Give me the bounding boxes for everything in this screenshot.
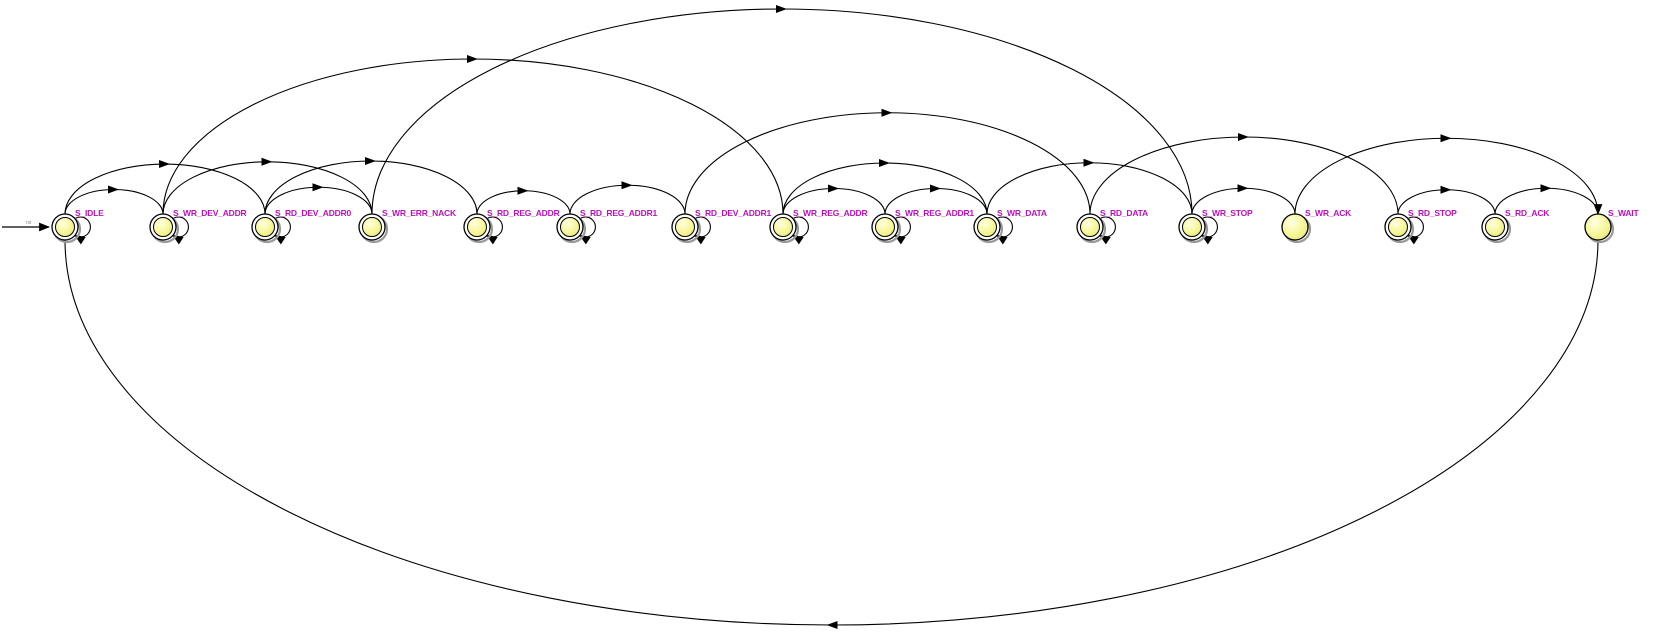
transition-s_wr_err_nack-to-s_wr_stop	[371, 8, 1193, 215]
state-inner-ring[interactable]	[153, 217, 173, 237]
transition-s_rd_data-to-s_rd_stop-arrowhead	[1238, 133, 1249, 141]
transition-s_rd_ack-to-s_wait-arrowhead	[1540, 184, 1552, 193]
self-loop-s_wr_stop	[1201, 216, 1218, 245]
transition-s_rd_reg_addr1-to-s_rd_dev_addr1-arrowhead	[621, 181, 633, 190]
self-loop-s_wr_dev_addr	[172, 216, 189, 245]
state-node-s_wr_err_nack[interactable]: S_WR_ERR_NACK	[358, 208, 457, 244]
self-loop-s_rd_stop	[1407, 216, 1424, 245]
transition-s_wr_reg_addr1-to-s_wr_data-arrowhead	[930, 184, 941, 193]
state-label: S_WR_REG_ADDR	[793, 208, 867, 218]
state-label: S_RD_ACK	[1505, 208, 1550, 218]
state-node-s_wr_reg_addr[interactable]: S_WR_REG_ADDR	[769, 208, 868, 245]
state-node-s_wr_stop[interactable]: S_WR_STOP	[1178, 208, 1253, 245]
initial-transition-label: rst	[26, 220, 32, 226]
state-circle[interactable]	[1281, 213, 1309, 241]
state-inner-ring[interactable]	[255, 217, 275, 237]
state-node-s_wr_data[interactable]: S_WR_DATA	[973, 208, 1047, 245]
state-inner-ring[interactable]	[1388, 217, 1408, 237]
self-loop-s_rd_dev_addr0	[274, 216, 291, 245]
transition-s_idle-to-s_rd_dev_addr0-arrowhead	[159, 160, 170, 168]
transition-s_wr_dev_addr-to-s_wr_reg_addr-arrowhead	[467, 55, 478, 63]
transition-s_wr_err_nack-to-s_wr_stop-arrowhead	[776, 5, 787, 13]
state-label: S_RD_DATA	[1100, 208, 1148, 218]
self-loop-s_idle	[74, 216, 91, 245]
transition-s_rd_data-to-s_rd_stop	[1089, 136, 1399, 215]
state-node-s_rd_dev_addr1[interactable]: S_RD_DEV_ADDR1	[671, 208, 772, 245]
state-node-s_rd_stop[interactable]: S_RD_STOP	[1384, 208, 1457, 245]
transition-s_wr_data-to-s_wr_stop-arrowhead	[1083, 158, 1095, 167]
self-loop-s_wr_data	[996, 216, 1013, 245]
state-label: S_WR_DATA	[997, 208, 1047, 218]
transition-s_rd_reg_addr-to-s_rd_reg_addr1-arrowhead	[517, 186, 529, 195]
state-node-s_rd_dev_addr0[interactable]: S_RD_DEV_ADDR0	[251, 208, 352, 245]
transition-s_idle-to-s_wr_dev_addr-arrowhead	[108, 185, 119, 194]
state-inner-ring[interactable]	[1080, 217, 1100, 237]
state-label: S_WR_DEV_ADDR	[173, 208, 247, 218]
transition-s_wr_dev_addr-to-s_wr_err_nack-arrowhead	[261, 157, 273, 166]
initial-transition-arrow: rst	[2, 220, 51, 232]
state-inner-ring[interactable]	[55, 217, 75, 237]
state-inner-ring[interactable]	[773, 217, 793, 237]
state-node-s_rd_reg_addr1[interactable]: S_RD_REG_ADDR1	[556, 208, 658, 245]
state-label: S_RD_DEV_ADDR1	[695, 208, 772, 218]
state-node-s_rd_ack[interactable]: S_RD_ACK	[1481, 208, 1550, 244]
transition-s_wr_reg_addr-to-s_wr_reg_addr1-arrowhead	[828, 184, 839, 193]
transition-s_wait-to-s_idle-arrowhead	[826, 621, 838, 629]
state-node-s_idle[interactable]: S_IDLE	[51, 208, 104, 245]
state-label: S_RD_STOP	[1408, 208, 1457, 218]
state-circle[interactable]	[1584, 213, 1612, 241]
transition-s_idle-to-s_rd_dev_addr0	[64, 163, 266, 215]
state-label: S_WR_ACK	[1305, 208, 1352, 218]
self-loop-s_wr_reg_addr1	[894, 216, 911, 245]
self-loop-s_rd_reg_addr1	[579, 216, 596, 245]
self-loop-s_rd_dev_addr1	[694, 216, 711, 245]
state-node-s_rd_reg_addr[interactable]: S_RD_REG_ADDR	[463, 208, 560, 245]
state-label: S_RD_REG_ADDR	[487, 208, 560, 218]
transition-s_wait-to-s_idle	[64, 239, 1599, 626]
state-inner-ring[interactable]	[1485, 217, 1505, 237]
state-inner-ring[interactable]	[977, 217, 997, 237]
transition-s_wr_stop-to-s_wr_ack-arrowhead	[1237, 184, 1249, 193]
state-inner-ring[interactable]	[560, 217, 580, 237]
state-label: S_RD_REG_ADDR1	[580, 208, 658, 218]
state-node-s_wr_dev_addr[interactable]: S_WR_DEV_ADDR	[149, 208, 247, 245]
state-node-s_wr_ack[interactable]: S_WR_ACK	[1281, 208, 1352, 244]
state-label: S_IDLE	[75, 208, 104, 218]
state-inner-ring[interactable]	[467, 217, 487, 237]
state-label: S_WR_STOP	[1202, 208, 1253, 218]
self-loop-s_wr_reg_addr	[792, 216, 809, 245]
transition-s_rd_dev_addr0-to-s_rd_reg_addr-arrowhead	[365, 157, 376, 165]
self-loop-s_rd_reg_addr	[486, 216, 503, 245]
transition-s_rd_dev_addr0-to-s_wr_err_nack-arrowhead	[312, 183, 324, 192]
self-loop-s_rd_data	[1099, 216, 1116, 245]
state-node-s_rd_data[interactable]: S_RD_DATA	[1076, 208, 1148, 245]
transition-s_rd_stop-to-s_rd_ack-arrowhead	[1440, 185, 1452, 194]
state-node-s_wait[interactable]: S_WAIT	[1584, 208, 1640, 244]
state-label: S_RD_DEV_ADDR0	[275, 208, 352, 218]
state-label: S_WAIT	[1608, 208, 1639, 218]
transition-s_wr_ack-to-s_wait	[1294, 137, 1603, 216]
state-inner-ring[interactable]	[875, 217, 895, 237]
state-label: S_WR_ERR_NACK	[382, 208, 457, 218]
transition-s_wr_reg_addr-to-s_wr_data-arrowhead	[879, 159, 890, 167]
transition-s_rd_dev_addr1-to-s_rd_data-arrowhead	[881, 108, 893, 117]
state-inner-ring[interactable]	[1182, 217, 1202, 237]
transition-s_wr_reg_addr-to-s_wr_data	[782, 162, 988, 215]
state-label: S_WR_REG_ADDR1	[895, 208, 974, 218]
state-inner-ring[interactable]	[362, 217, 382, 237]
transition-s_wr_ack-to-s_wait-arrowhead	[1440, 134, 1452, 143]
state-inner-ring[interactable]	[675, 217, 695, 237]
state-node-s_wr_reg_addr1[interactable]: S_WR_REG_ADDR1	[871, 208, 975, 245]
